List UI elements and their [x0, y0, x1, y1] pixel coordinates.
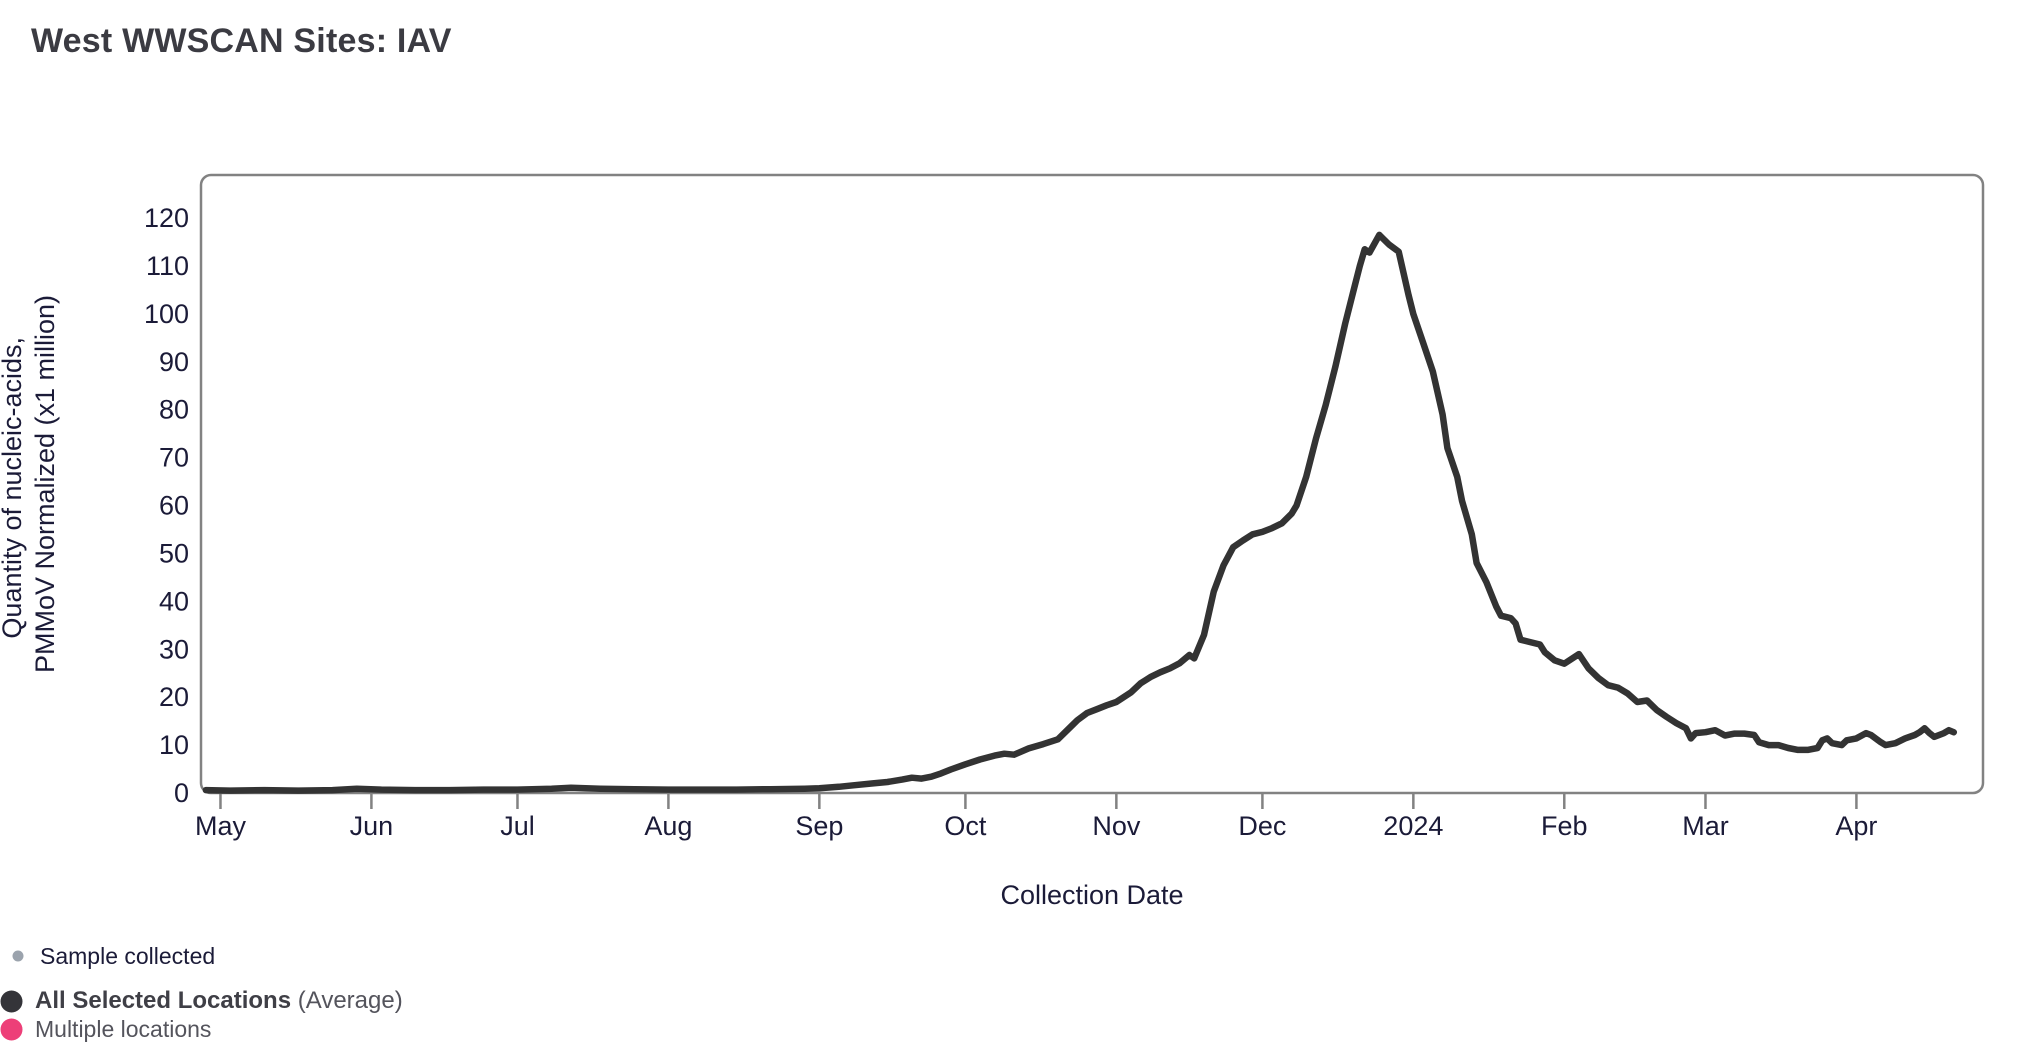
- y-tick-label: 90: [159, 347, 189, 377]
- y-tick-label: 100: [144, 299, 189, 329]
- y-tick-label: 20: [159, 682, 189, 712]
- y-tick-label: 10: [159, 730, 189, 760]
- y-tick-label: 40: [159, 586, 189, 616]
- y-tick-label: 60: [159, 491, 189, 521]
- x-tick-label: Aug: [644, 811, 692, 841]
- all-selected-locations-dot-icon: [0, 990, 23, 1012]
- y-axis-title: Quantity of nucleic-acids, PMMoV Normali…: [0, 295, 60, 673]
- plot-frame: [199, 173, 1985, 795]
- y-tick-label: 0: [174, 778, 189, 808]
- series-line-all-selected-locations: [202, 231, 1958, 794]
- y-tick-label: 30: [159, 634, 189, 664]
- legend-item-sample-collected: Sample collected: [0, 941, 403, 971]
- chart-legend: Sample collected All Selected Locations …: [0, 941, 403, 1043]
- legend-item-all-selected-locations: All Selected Locations (Average): [0, 987, 403, 1015]
- y-axis-tick-labels: 0 10 20 30 40 50 60 70 80 90 100 110 120: [144, 203, 189, 808]
- x-tick-label: Jun: [350, 811, 394, 841]
- x-axis-title: Collection Date: [1000, 880, 1183, 910]
- x-tick-label: Sep: [795, 811, 843, 841]
- legend-label-suffix: (Average): [291, 987, 403, 1014]
- x-axis-ticks: May Jun Jul Aug Sep Oct Nov Dec 2024 Feb Mar Apr: [195, 794, 1877, 841]
- x-tick-label: May: [195, 811, 247, 841]
- x-tick-label: Jul: [500, 811, 535, 841]
- page-title: West WWSCAN Sites: IAV: [31, 22, 452, 60]
- x-tick-label: Apr: [1835, 811, 1877, 841]
- y-tick-label: 70: [159, 443, 189, 473]
- legend-label: Multiple locations: [35, 1015, 212, 1042]
- sample-collected-dot-icon: [12, 950, 24, 962]
- x-tick-label: Dec: [1238, 811, 1286, 841]
- x-tick-label: Feb: [1541, 811, 1588, 841]
- y-tick-label: 80: [159, 395, 189, 425]
- legend-label: Sample collected: [40, 942, 216, 969]
- y-tick-label: 110: [146, 251, 189, 281]
- multiple-locations-dot-icon: [0, 1018, 23, 1040]
- x-tick-label: Mar: [1682, 811, 1729, 841]
- legend-item-multiple-locations: Multiple locations: [0, 1015, 403, 1043]
- y-tick-label: 120: [144, 203, 189, 233]
- x-tick-label: Oct: [944, 811, 987, 841]
- x-tick-label: Nov: [1092, 811, 1141, 841]
- y-tick-label: 50: [159, 538, 189, 568]
- legend-label: All Selected Locations: [35, 987, 292, 1014]
- x-tick-label: 2024: [1383, 811, 1443, 841]
